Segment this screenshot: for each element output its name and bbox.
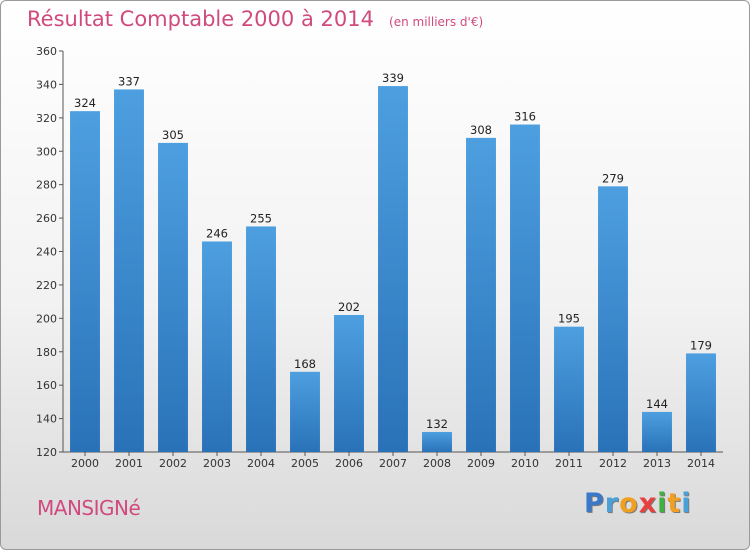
bar-value-label: 324 <box>74 96 96 110</box>
x-tick-label: 2014 <box>687 457 715 470</box>
bar <box>334 314 364 452</box>
town-name: MANSIGNé <box>37 496 141 520</box>
y-tick-label: 280 <box>36 179 57 192</box>
bar-value-label: 246 <box>206 226 228 240</box>
proxiti-logo[interactable]: Proxiti <box>584 488 692 519</box>
x-tick-label: 2009 <box>467 457 495 470</box>
chart-title: Résultat Comptable 2000 à 2014 <box>27 7 374 31</box>
bars <box>70 86 716 453</box>
bar <box>290 371 320 452</box>
bar <box>114 89 144 452</box>
y-tick-label: 160 <box>36 379 57 392</box>
bar-value-label: 179 <box>690 338 712 352</box>
logo-letter: i <box>681 488 692 519</box>
bar-value-label: 144 <box>646 397 668 411</box>
bar-value-label: 337 <box>118 74 140 88</box>
x-tick-label: 2008 <box>423 457 451 470</box>
bar-value-label: 132 <box>426 417 448 431</box>
x-tick-label: 2000 <box>71 457 99 470</box>
bar <box>598 186 628 452</box>
bar-value-label: 279 <box>602 171 624 185</box>
x-tick-label: 2007 <box>379 457 407 470</box>
bar-value-label: 308 <box>470 123 492 137</box>
x-tick-label: 2002 <box>159 457 187 470</box>
logo-letter: i <box>657 488 668 519</box>
logo-letter: P <box>584 488 605 519</box>
bar <box>642 411 672 452</box>
y-tick-label: 140 <box>36 413 57 426</box>
y-tick-label: 220 <box>36 279 57 292</box>
logo-letter: r <box>604 488 620 519</box>
bar <box>422 431 452 452</box>
bar-value-label: 255 <box>250 211 272 225</box>
bar <box>70 111 100 453</box>
logo-letter: x <box>638 488 658 519</box>
bar <box>554 326 584 452</box>
axes: 120 140 160 180 200 220 240 260 280 300 320 340 360 2… <box>36 45 723 470</box>
bar <box>158 142 188 453</box>
x-tick-label: 2013 <box>643 457 671 470</box>
x-tick-label: 2010 <box>511 457 539 470</box>
chart-subtitle: (en milliers d'€) <box>389 15 484 29</box>
bar <box>466 137 496 452</box>
bar-value-label: 195 <box>558 312 580 326</box>
x-tick-label: 2003 <box>203 457 231 470</box>
bar <box>686 353 716 452</box>
bar-value-label: 168 <box>294 357 316 371</box>
y-tick-label: 240 <box>36 246 57 259</box>
logo-letter: o <box>619 488 639 519</box>
y-tick-label: 300 <box>36 145 57 158</box>
bar-value-label: 316 <box>514 110 536 124</box>
y-tick-label: 360 <box>36 45 57 58</box>
y-tick-label: 260 <box>36 212 57 225</box>
x-tick-label: 2006 <box>335 457 363 470</box>
bar-value-label: 339 <box>382 71 404 85</box>
title-row: Résultat Comptable 2000 à 2014 (en milli… <box>27 7 483 31</box>
x-tick-label: 2011 <box>555 457 583 470</box>
x-tick-label: 2005 <box>291 457 319 470</box>
bar-value-label: 202 <box>338 300 360 314</box>
bar <box>510 124 540 453</box>
y-tick-label: 180 <box>36 346 57 359</box>
y-tick-label: 120 <box>36 446 57 459</box>
x-tick-label: 2001 <box>115 457 143 470</box>
data-labels: 324 337 305 246 255 168 202 339 132 308 316 195 279 1… <box>74 71 712 431</box>
bar <box>202 241 232 452</box>
x-tick-label: 2004 <box>247 457 275 470</box>
bar-value-label: 305 <box>162 128 184 142</box>
bar <box>246 226 276 452</box>
y-tick-label: 340 <box>36 78 57 91</box>
y-tick-label: 200 <box>36 312 57 325</box>
logo-letter: t <box>667 488 682 519</box>
x-tick-label: 2012 <box>599 457 627 470</box>
y-tick-label: 320 <box>36 112 57 125</box>
bar <box>378 86 408 453</box>
